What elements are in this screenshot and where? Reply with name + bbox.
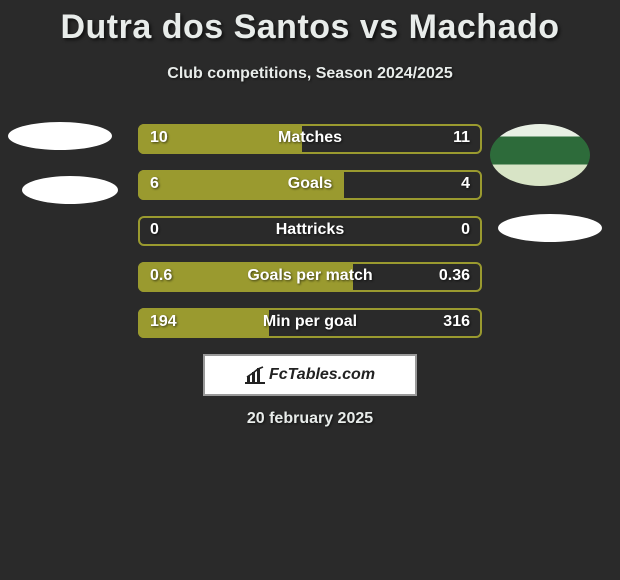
stat-bars: 10Matches11 6Goals4 0Hattricks0 0.6Goals pe… [138, 124, 482, 354]
page-title: Dutra dos Santos vs Machado [0, 0, 620, 47]
bar-chart-icon [245, 366, 265, 384]
stat-right-value: 316 [443, 313, 470, 331]
date-line: 20 february 2025 [0, 410, 620, 428]
player-right-avatar-2 [498, 214, 602, 242]
stat-right-value: 4 [461, 175, 470, 193]
player-left-avatar-1 [8, 122, 112, 150]
stat-label: Min per goal [138, 313, 482, 331]
stat-right-value: 11 [453, 129, 470, 147]
stat-right-value: 0 [461, 221, 470, 239]
stat-row: 10Matches11 [138, 124, 482, 154]
stat-row: 194Min per goal316 [138, 308, 482, 338]
logo-text: FcTables.com [269, 366, 375, 384]
stat-label: Matches [138, 129, 482, 147]
subtitle: Club competitions, Season 2024/2025 [0, 65, 620, 83]
stat-label: Goals [138, 175, 482, 193]
stat-row: 0Hattricks0 [138, 216, 482, 246]
fctables-logo: FcTables.com [203, 354, 417, 396]
stat-row: 6Goals4 [138, 170, 482, 200]
stat-label: Hattricks [138, 221, 482, 239]
stat-label: Goals per match [138, 267, 482, 285]
player-right-avatar-photo [490, 124, 590, 186]
stat-row: 0.6Goals per match0.36 [138, 262, 482, 292]
stat-right-value: 0.36 [439, 267, 470, 285]
player-left-avatar-2 [22, 176, 118, 204]
